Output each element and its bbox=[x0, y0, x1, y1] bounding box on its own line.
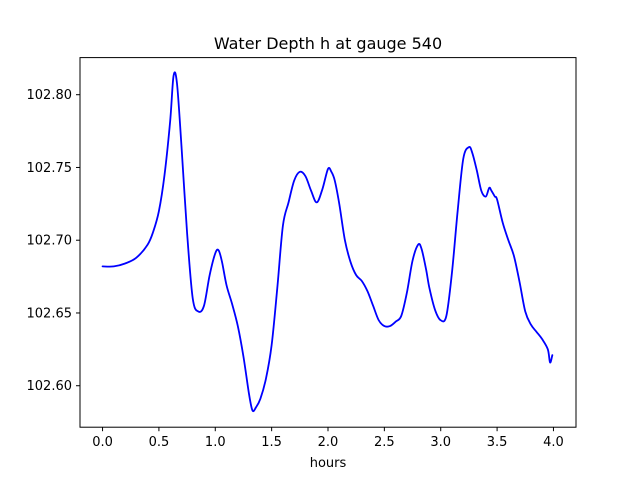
plot-area bbox=[101, 71, 554, 413]
x-tick-label: 0.5 bbox=[149, 435, 170, 450]
x-tick-label: 2.0 bbox=[318, 435, 339, 450]
x-axis: 0.0 0.5 1.0 1.5 2.0 2.5 3.0 3.5 4.0 bbox=[92, 427, 564, 450]
x-tick-label: 3.0 bbox=[430, 435, 451, 450]
x-axis-label: hours bbox=[310, 456, 347, 471]
x-tick-label: 3.5 bbox=[487, 435, 508, 450]
y-tick-label: 102.70 bbox=[27, 234, 73, 249]
x-tick-label: 0.0 bbox=[92, 435, 113, 450]
y-tick-label: 102.60 bbox=[27, 379, 73, 394]
y-tick-label: 102.80 bbox=[27, 88, 73, 103]
x-tick-label: 4.0 bbox=[543, 435, 564, 450]
x-tick-label: 1.5 bbox=[261, 435, 282, 450]
series-line bbox=[101, 71, 554, 413]
y-axis: 102.60 102.65 102.70 102.75 102.80 bbox=[27, 88, 80, 394]
y-tick-label: 102.75 bbox=[27, 161, 73, 176]
x-tick-label: 2.5 bbox=[374, 435, 395, 450]
x-tick-label: 1.0 bbox=[205, 435, 226, 450]
chart-title: Water Depth h at gauge 540 bbox=[214, 34, 442, 53]
y-tick-label: 102.65 bbox=[27, 306, 73, 321]
